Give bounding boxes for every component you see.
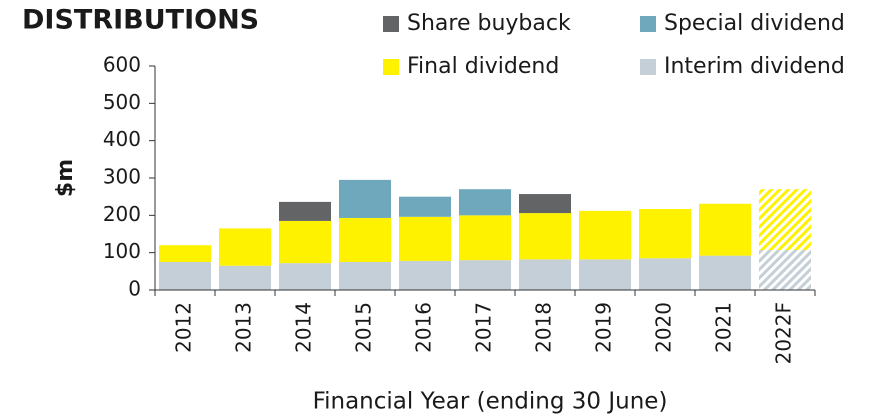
legend-swatch xyxy=(640,59,656,75)
x-tick-label: 2017 xyxy=(472,302,496,353)
x-tick-label: 2012 xyxy=(172,302,196,353)
legend-label: Final dividend xyxy=(407,54,559,79)
bar-segment xyxy=(759,189,811,251)
bar-segment xyxy=(279,263,331,290)
bar-segment xyxy=(699,203,751,256)
x-axis-label: Financial Year (ending 30 June) xyxy=(313,389,668,415)
y-tick-label: 400 xyxy=(103,127,141,151)
legend-swatch xyxy=(640,16,656,32)
bar-segment xyxy=(159,262,211,290)
bar-segment xyxy=(219,228,271,266)
bar-segment xyxy=(339,262,391,290)
bar-segment xyxy=(339,179,391,218)
bar-segment xyxy=(279,201,331,221)
bar-segment xyxy=(759,250,811,290)
x-tick-label: 2018 xyxy=(532,302,556,353)
legend-label: Special dividend xyxy=(664,11,845,36)
y-tick-label: 600 xyxy=(103,53,141,77)
x-tick-label: 2019 xyxy=(592,302,616,353)
bar-segment xyxy=(519,194,571,214)
bar-segment xyxy=(279,220,331,264)
bar-segment xyxy=(519,259,571,290)
y-tick-label: 300 xyxy=(103,165,141,189)
legend-swatch xyxy=(383,16,399,32)
y-tick-label: 100 xyxy=(103,239,141,263)
y-tick-label: 500 xyxy=(103,90,141,114)
bar-segment xyxy=(399,196,451,217)
bar-segment xyxy=(579,210,631,260)
chart-title: DISTRIBUTIONS xyxy=(22,5,259,36)
bar-segment xyxy=(339,217,391,262)
bar-segment xyxy=(639,258,691,290)
x-tick-label: 2015 xyxy=(352,302,376,353)
x-tick-label: 2014 xyxy=(292,302,316,353)
bar-segment xyxy=(399,216,451,261)
x-tick-label: 2021 xyxy=(712,302,736,353)
bar-segment xyxy=(639,208,691,259)
bar-segment xyxy=(159,245,211,262)
bar-segment xyxy=(459,215,511,261)
x-tick-label: 2020 xyxy=(652,302,676,353)
legend-swatch xyxy=(383,59,399,75)
bar-segment xyxy=(459,189,511,216)
legend-label: Interim dividend xyxy=(664,54,845,79)
x-tick-label: 2022F xyxy=(772,302,796,364)
bar-segment xyxy=(579,259,631,290)
bar-segment xyxy=(519,213,571,260)
bar-segment xyxy=(399,260,451,290)
bar-segment xyxy=(219,265,271,290)
y-tick-label: 0 xyxy=(128,277,141,301)
x-tick-label: 2016 xyxy=(412,302,436,353)
legend-label: Share buyback xyxy=(407,11,571,36)
y-axis-label: $m xyxy=(53,159,78,197)
y-tick-label: 200 xyxy=(103,202,141,226)
bar-segment xyxy=(459,260,511,290)
bar-segment xyxy=(699,255,751,290)
x-tick-label: 2013 xyxy=(232,302,256,353)
